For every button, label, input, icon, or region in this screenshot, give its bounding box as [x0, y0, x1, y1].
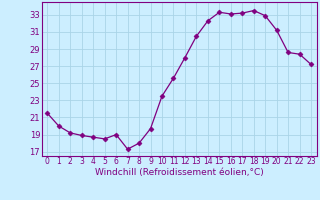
X-axis label: Windchill (Refroidissement éolien,°C): Windchill (Refroidissement éolien,°C)	[95, 168, 264, 177]
